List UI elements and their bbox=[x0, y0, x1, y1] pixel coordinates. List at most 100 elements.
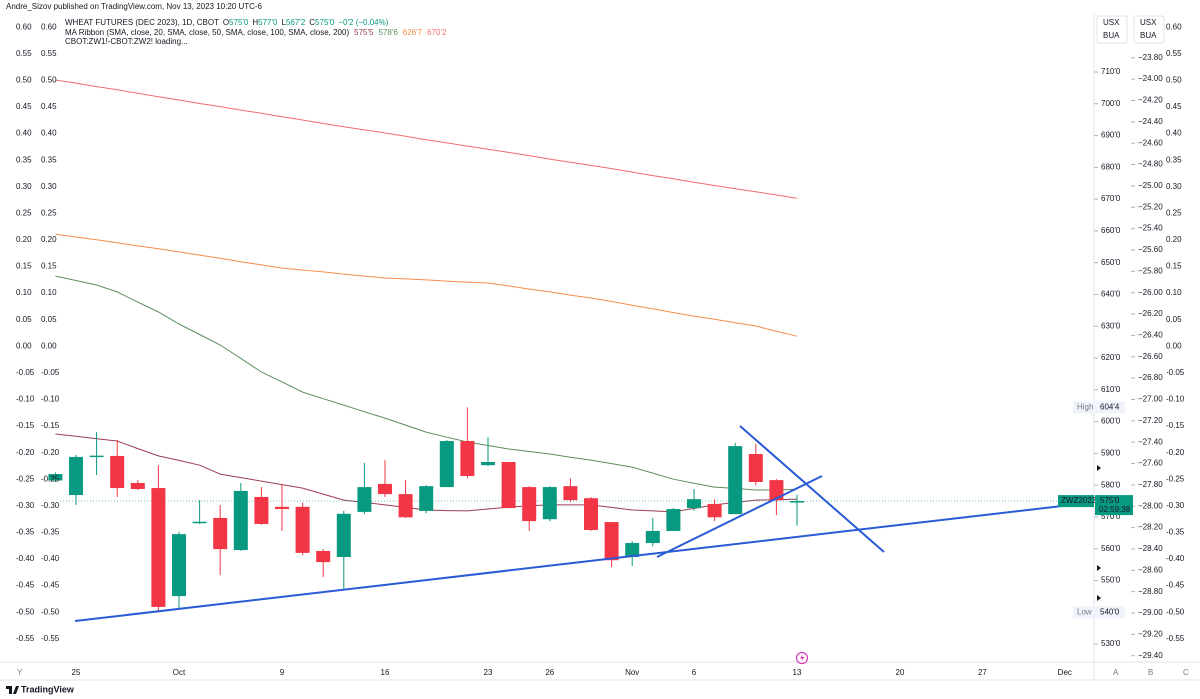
y2-tick-label: -0.35 bbox=[41, 528, 60, 537]
logo-icon bbox=[6, 686, 19, 694]
y2-tick-label: 0.00 bbox=[1166, 341, 1182, 350]
x-tick-label: Nov bbox=[625, 668, 639, 677]
y2-tick-label: 0.40 bbox=[16, 129, 32, 138]
y-tick-label: 530'0 bbox=[1101, 639, 1121, 648]
candle-body bbox=[357, 487, 372, 512]
candle-body bbox=[645, 530, 660, 544]
y3-tick-label: −26.60 bbox=[1138, 352, 1163, 361]
y2-tick-label: 0.35 bbox=[41, 155, 57, 164]
y2-tick-label: 0.50 bbox=[16, 76, 32, 85]
y3-tick-label: −28.20 bbox=[1138, 523, 1163, 532]
y2-tick-label: 0.20 bbox=[41, 235, 57, 244]
indicator: MA Ribbon (SMA, close, 20, SMA, close, 5… bbox=[65, 28, 349, 37]
trend-line bbox=[739, 425, 885, 553]
ma-last-value: 578'6 bbox=[378, 28, 398, 37]
candle-body bbox=[69, 456, 83, 496]
x-tick-label: 13 bbox=[793, 668, 802, 677]
y2-tick-label: 0.00 bbox=[41, 341, 57, 350]
y2-tick-label: 0.15 bbox=[41, 262, 57, 271]
y3-tick-label: −26.80 bbox=[1138, 373, 1163, 382]
y2-tick-label: -0.35 bbox=[1166, 528, 1185, 537]
y2-tick-label: 0.00 bbox=[16, 341, 32, 350]
candle-body bbox=[233, 490, 248, 551]
trend-line bbox=[74, 505, 1063, 622]
currency-box: USX BUA USX BUA bbox=[1096, 15, 1165, 44]
marker-name-box bbox=[1073, 401, 1096, 414]
ma-line bbox=[55, 79, 798, 199]
y3-tick-label: −23.80 bbox=[1138, 53, 1163, 62]
ma-line bbox=[55, 275, 798, 491]
marker bbox=[1097, 465, 1101, 471]
last-name: ZWZ2023 bbox=[1061, 496, 1097, 505]
ma-last-value: 575'5 bbox=[354, 28, 374, 37]
ma-line bbox=[55, 233, 798, 337]
last-name-box bbox=[1058, 495, 1094, 508]
corner-letter: Y bbox=[17, 668, 23, 677]
trend-line bbox=[656, 475, 823, 558]
y2-tick-label: -0.40 bbox=[1166, 554, 1185, 563]
ma-last-value: 670'2 bbox=[427, 28, 447, 37]
candle-body bbox=[419, 486, 434, 511]
marker-value: 604'4 bbox=[1100, 402, 1120, 411]
y-tick-label: 700'0 bbox=[1101, 99, 1121, 108]
y2-tick-label: 0.35 bbox=[1166, 155, 1182, 164]
y2-tick-label: 0.15 bbox=[1166, 262, 1182, 271]
candle-body bbox=[748, 454, 763, 483]
y3-tick-label: −24.00 bbox=[1138, 74, 1163, 83]
y-tick-label: 630'0 bbox=[1101, 321, 1121, 330]
y2-tick-label: -0.15 bbox=[41, 421, 60, 430]
x-tick-label: 25 bbox=[72, 668, 81, 677]
published-line: Andre_Sizov published on TradingView.com… bbox=[6, 2, 263, 11]
y3-tick-label: −25.40 bbox=[1138, 224, 1163, 233]
y2-tick-label: 0.55 bbox=[41, 49, 57, 58]
y2-tick-label: -0.05 bbox=[1166, 368, 1185, 377]
candle-body bbox=[48, 474, 63, 481]
candle-body bbox=[707, 503, 722, 518]
candle-body bbox=[542, 487, 557, 520]
y-tick-label: 590'0 bbox=[1101, 449, 1121, 458]
y2-tick-label: 0.10 bbox=[41, 288, 57, 297]
y3-tick-label: −25.20 bbox=[1138, 202, 1163, 211]
last-value: 575'0 bbox=[1100, 496, 1120, 505]
y2-tick-label: 0.05 bbox=[41, 315, 57, 324]
y2-tick-label: -0.40 bbox=[16, 554, 35, 563]
y-tick-label: 690'0 bbox=[1101, 131, 1121, 140]
candle-body bbox=[790, 501, 804, 503]
candle-body bbox=[130, 482, 145, 490]
marker bbox=[1097, 595, 1101, 601]
candle-body bbox=[728, 446, 743, 515]
logo: TradingView bbox=[6, 684, 75, 694]
y2-tick-label: 0.60 bbox=[41, 22, 57, 31]
x-tick-label: 16 bbox=[381, 668, 390, 677]
y2-tick-label: -0.55 bbox=[41, 634, 60, 643]
y2-tick-label: -0.50 bbox=[41, 607, 60, 616]
ohlc-key: O bbox=[223, 18, 229, 27]
marker-name-box bbox=[1073, 606, 1096, 619]
y2-tick-label: -0.10 bbox=[1166, 395, 1185, 404]
y3-tick-label: −27.00 bbox=[1138, 395, 1163, 404]
y3-tick-label: −28.60 bbox=[1138, 565, 1163, 574]
candle-body bbox=[481, 461, 495, 466]
y-tick-label: 670'0 bbox=[1101, 194, 1121, 203]
y3-tick-label: −29.40 bbox=[1138, 651, 1163, 660]
y-tick-label: 580'0 bbox=[1101, 480, 1121, 489]
unit: BUA bbox=[1140, 31, 1157, 40]
y2-tick-label: 0.20 bbox=[1166, 235, 1182, 244]
y3-tick-label: −25.80 bbox=[1138, 266, 1163, 275]
y2-tick-label: -0.50 bbox=[16, 607, 35, 616]
marker-value: 540'0 bbox=[1100, 607, 1120, 616]
y-tick-label: 620'0 bbox=[1101, 353, 1121, 362]
y3-tick-label: −27.60 bbox=[1138, 459, 1163, 468]
y2-tick-label: -0.45 bbox=[1166, 581, 1185, 590]
y3-tick-label: −24.40 bbox=[1138, 117, 1163, 126]
x-tick-label: 9 bbox=[280, 668, 285, 677]
y2-tick-label: -0.25 bbox=[41, 474, 60, 483]
candle-body bbox=[213, 517, 228, 550]
candle-body bbox=[604, 522, 619, 561]
candle-body bbox=[501, 461, 516, 509]
y3-tick-label: −26.20 bbox=[1138, 309, 1163, 318]
x-tick-label: 6 bbox=[692, 668, 697, 677]
y2-tick-label: 0.30 bbox=[41, 182, 57, 191]
y2-tick-label: 0.55 bbox=[1166, 49, 1182, 58]
